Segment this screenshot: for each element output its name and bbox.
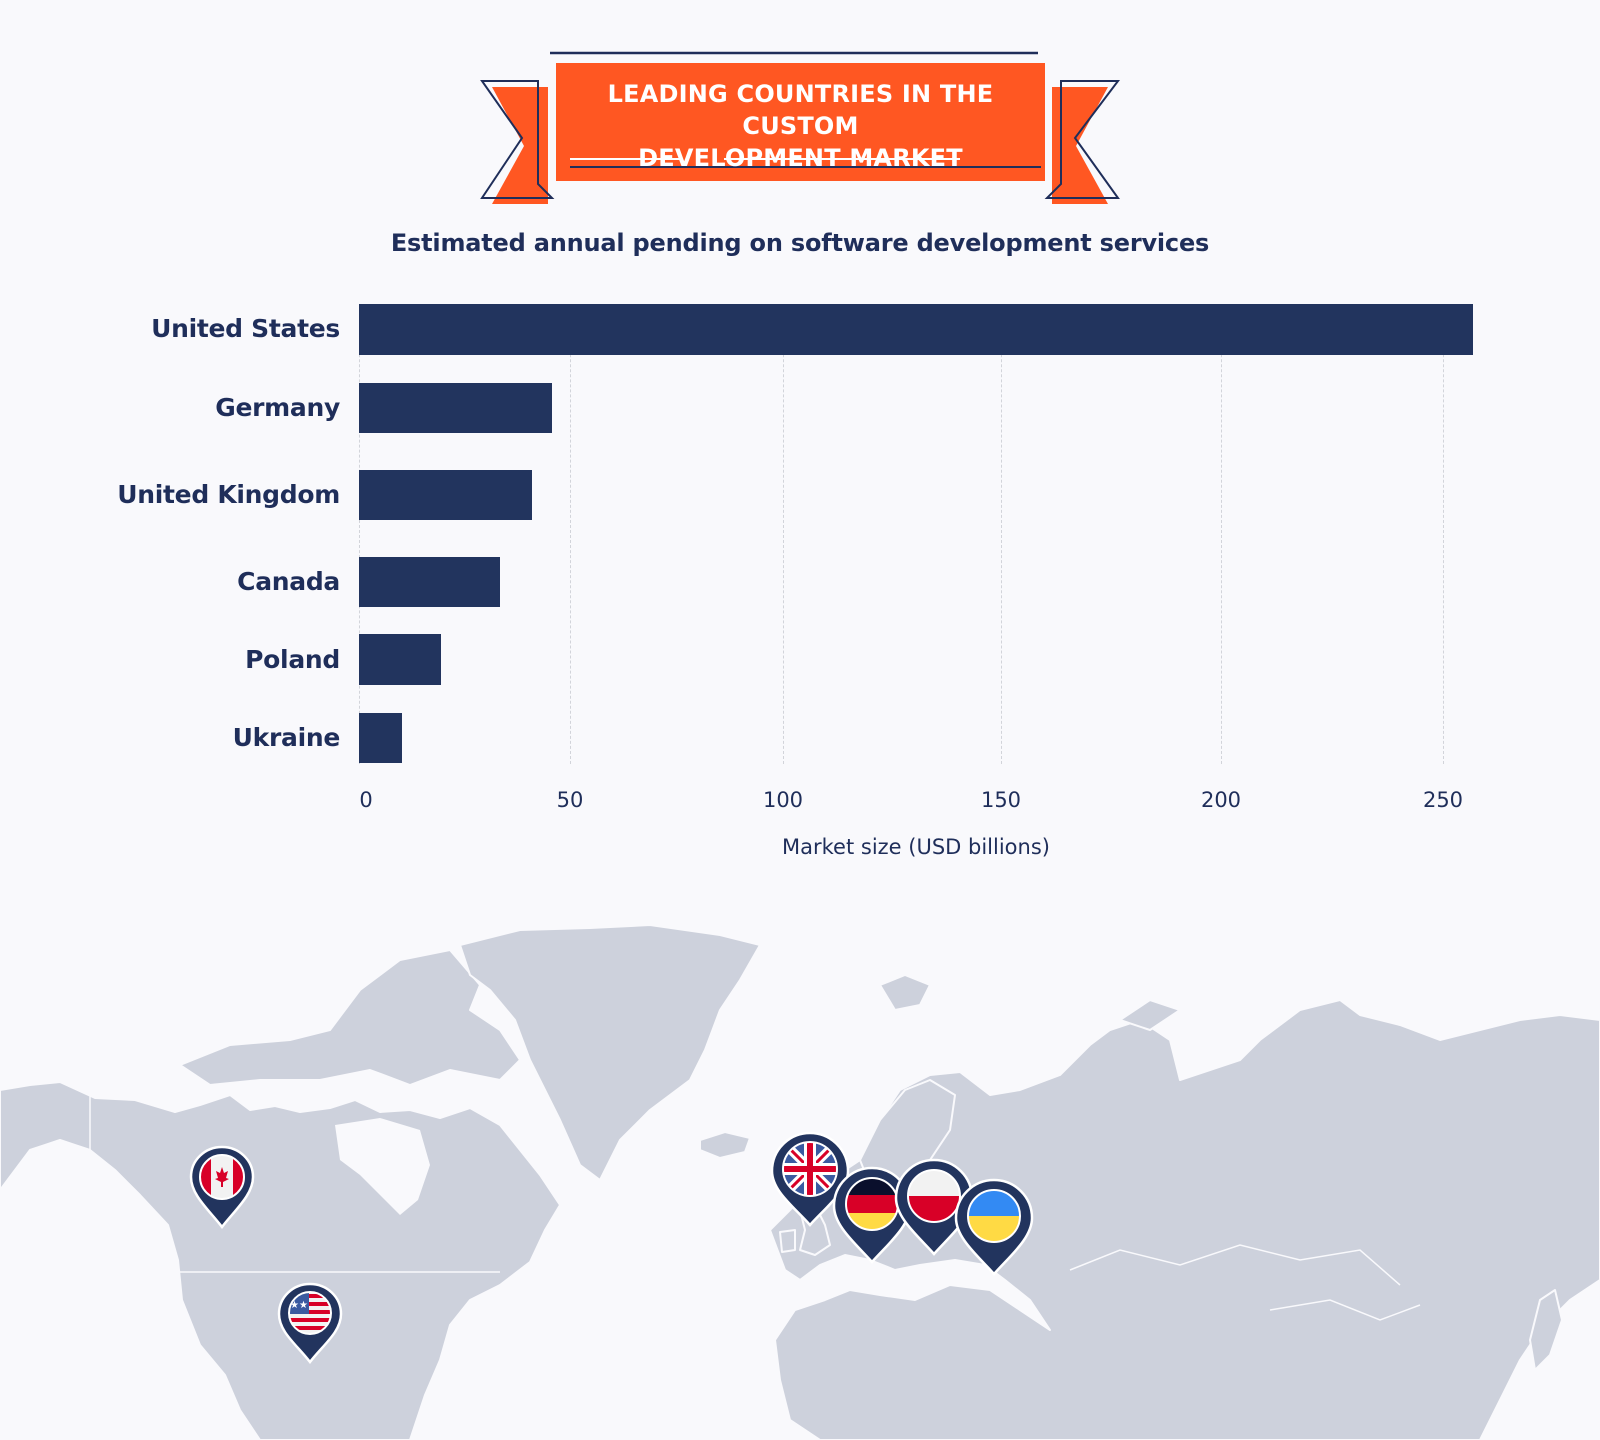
pin-poland[interactable]: [894, 1158, 974, 1256]
pin-united-states[interactable]: ★★: [277, 1282, 343, 1364]
x-tick-label: 150: [980, 788, 1022, 812]
banner-title: LEADING COUNTRIES IN THE CUSTOM DEVELOPM…: [556, 78, 1045, 174]
ireland: [779, 1229, 796, 1253]
eurasia-landmass: [769, 999, 1600, 1440]
bar-germany: [359, 383, 552, 433]
germany-flag-icon: [845, 1177, 899, 1231]
left-ribbon-tail: [492, 87, 548, 204]
central-asia-border: [1069, 1244, 1401, 1286]
gridline-250: [1443, 304, 1444, 764]
north-america-landmass: [0, 1081, 561, 1440]
china-mongolia-border: [1269, 1299, 1421, 1321]
bar-chart: United States Germany United Kingdom Can…: [117, 304, 1474, 859]
world-map: [0, 924, 1600, 1440]
gridline-150: [1001, 304, 1002, 764]
greenland-landmass: [459, 924, 761, 1181]
japan: [1529, 1289, 1563, 1371]
svg-text:★★: ★★: [290, 1300, 308, 1311]
category-label: Germany: [215, 393, 340, 422]
x-tick-label: 100: [762, 788, 804, 812]
gridline-50: [570, 304, 571, 764]
title-banner: [480, 51, 1121, 204]
chart-subtitle: Estimated annual pending on software dev…: [390, 229, 1210, 257]
hudson-bay: [335, 1118, 430, 1215]
bar-united-states: [359, 304, 1474, 355]
category-label: United States: [151, 314, 340, 343]
x-tick-label: 200: [1200, 788, 1242, 812]
bar-united-kingdom: [359, 470, 533, 520]
bar-canada: [359, 557, 500, 607]
pin-united-kingdom[interactable]: [770, 1131, 850, 1227]
x-tick-label: 250: [1422, 788, 1464, 812]
gridline-100: [783, 304, 784, 764]
banner-box: [556, 63, 1045, 181]
pin-ukraine[interactable]: [954, 1178, 1034, 1276]
pin-canada[interactable]: [189, 1145, 255, 1229]
category-label: Ukraine: [232, 723, 341, 752]
category-label: Poland: [245, 645, 340, 674]
canada-flag-icon: [199, 1154, 245, 1200]
x-tick-label: 0: [359, 788, 373, 812]
novaya-zemlya: [1119, 999, 1181, 1031]
bar-poland: [359, 634, 442, 685]
category-label: United Kingdom: [117, 480, 340, 509]
x-tick-label: 50: [556, 788, 584, 812]
usa-flag-icon: ★★: [288, 1291, 332, 1335]
arctic-islands: [179, 949, 521, 1086]
x-axis-label: Market size (USD billions): [782, 835, 1050, 859]
category-label: Canada: [237, 567, 340, 596]
iceland: [699, 1131, 751, 1159]
bar-ukraine: [359, 713, 403, 763]
right-ribbon-tail: [1052, 87, 1108, 204]
gridline-0: [359, 304, 360, 764]
svalbard: [879, 974, 931, 1011]
gridline-200: [1221, 304, 1222, 764]
banner-title-line2: DEVELOPMENT MARKET: [638, 144, 963, 172]
banner-title-line1: LEADING COUNTRIES IN THE CUSTOM: [607, 80, 994, 140]
